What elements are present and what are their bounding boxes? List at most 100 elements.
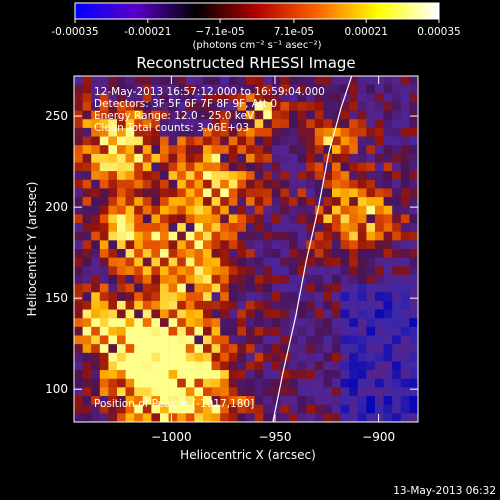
heatmap-cell xyxy=(211,179,221,189)
heatmap-cell xyxy=(392,231,402,241)
heatmap-cell xyxy=(340,274,350,284)
heatmap-cell xyxy=(357,76,367,85)
heatmap-cell xyxy=(160,119,169,129)
heatmap-cell xyxy=(117,223,126,232)
heatmap-cell xyxy=(392,162,402,172)
heatmap-cell xyxy=(383,197,393,207)
heatmap-cell xyxy=(203,205,212,215)
heatmap-cell xyxy=(142,378,152,388)
heatmap-cell xyxy=(74,387,83,397)
heatmap-cell xyxy=(280,145,290,155)
heatmap-cell xyxy=(297,153,307,163)
heatmap-cell xyxy=(263,396,273,405)
heatmap-cell xyxy=(246,136,255,146)
heatmap-cell xyxy=(323,240,333,250)
heatmap-cell xyxy=(323,361,333,371)
heatmap-cell xyxy=(254,361,264,371)
heatmap-cell xyxy=(375,370,384,380)
heatmap-cell xyxy=(211,84,221,94)
heatmap-cell xyxy=(400,188,410,198)
heatmap-cell xyxy=(220,326,230,336)
heatmap-cell xyxy=(392,352,402,362)
heatmap-cell xyxy=(177,335,187,345)
heatmap-cell xyxy=(392,214,402,224)
heatmap-cell xyxy=(134,240,144,250)
heatmap-cell xyxy=(203,127,212,137)
heatmap-cell xyxy=(246,326,255,336)
heatmap-cell xyxy=(142,240,152,250)
heatmap-cell xyxy=(177,162,187,172)
heatmap-cell xyxy=(142,387,152,397)
heatmap-cell xyxy=(366,266,376,276)
heatmap-cell xyxy=(108,266,118,276)
heatmap-cell xyxy=(332,283,341,293)
heatmap-cell xyxy=(357,205,367,215)
heatmap-cell xyxy=(280,249,290,258)
heatmap-cell xyxy=(263,292,273,302)
heatmap-cell xyxy=(82,119,92,129)
heatmap-cell xyxy=(211,396,221,405)
heatmap-cell xyxy=(375,93,384,103)
heatmap-cell xyxy=(151,309,161,319)
heatmap-cell xyxy=(177,257,187,267)
heatmap-cell xyxy=(185,283,195,293)
footer-timestamp: 13-May-2013 06:32 xyxy=(393,485,496,497)
heatmap-cell xyxy=(134,292,144,302)
heatmap-cell xyxy=(211,188,221,198)
heatmap-cell xyxy=(271,153,281,163)
heatmap-cell xyxy=(220,335,230,345)
heatmap-cell xyxy=(246,76,255,85)
heatmap-cell xyxy=(306,326,316,336)
heatmap-cell xyxy=(211,162,221,172)
heatmap-cell xyxy=(160,76,169,85)
heatmap-cell xyxy=(297,197,307,207)
heatmap-cell xyxy=(134,266,144,276)
heatmap-cell xyxy=(280,153,290,163)
heatmap-cell xyxy=(409,127,418,137)
heatmap-cell xyxy=(211,266,221,276)
heatmap-cell xyxy=(383,283,393,293)
heatmap-cell xyxy=(194,266,204,276)
heatmap-cell xyxy=(357,404,367,414)
heatmap-cell xyxy=(228,413,238,422)
heatmap-cell xyxy=(297,240,307,250)
heatmap-cell xyxy=(323,335,333,345)
heatmap-cell xyxy=(134,309,144,319)
heatmap-cell xyxy=(160,387,169,397)
heatmap-cell xyxy=(332,274,341,284)
heatmap-cell xyxy=(409,352,418,362)
heatmap-cell xyxy=(254,127,264,137)
heatmap-cell xyxy=(91,223,101,232)
heatmap-cell xyxy=(134,119,144,129)
heatmap-cell xyxy=(74,335,83,345)
heatmap-cell xyxy=(237,396,247,405)
heatmap-cell xyxy=(332,396,341,405)
heatmap-cell xyxy=(185,205,195,215)
heatmap-cell xyxy=(340,344,350,354)
heatmap-cell xyxy=(297,413,307,422)
heatmap-cell xyxy=(409,266,418,276)
heatmap-cell xyxy=(177,205,187,215)
heatmap-cell xyxy=(228,249,238,258)
heatmap-cell xyxy=(323,249,333,258)
heatmap-cell xyxy=(117,136,126,146)
heatmap-cell xyxy=(375,413,384,422)
heatmap-cell xyxy=(375,214,384,224)
heatmap-cell xyxy=(332,326,341,336)
heatmap-cell xyxy=(99,300,109,310)
heatmap-cell xyxy=(99,266,109,276)
heatmap-cell xyxy=(289,197,298,207)
heatmap-cell xyxy=(349,101,359,111)
heatmap-cell xyxy=(314,396,324,405)
heatmap-cell xyxy=(82,344,92,354)
heatmap-cell xyxy=(91,188,101,198)
heatmap-cell xyxy=(375,119,384,129)
heatmap-cell xyxy=(91,197,101,207)
heatmap-cell xyxy=(74,145,83,155)
heatmap-cell xyxy=(280,223,290,232)
heatmap-cell xyxy=(357,378,367,388)
heatmap-cell xyxy=(349,205,359,215)
heatmap-cell xyxy=(117,93,126,103)
heatmap-cell xyxy=(91,404,101,414)
